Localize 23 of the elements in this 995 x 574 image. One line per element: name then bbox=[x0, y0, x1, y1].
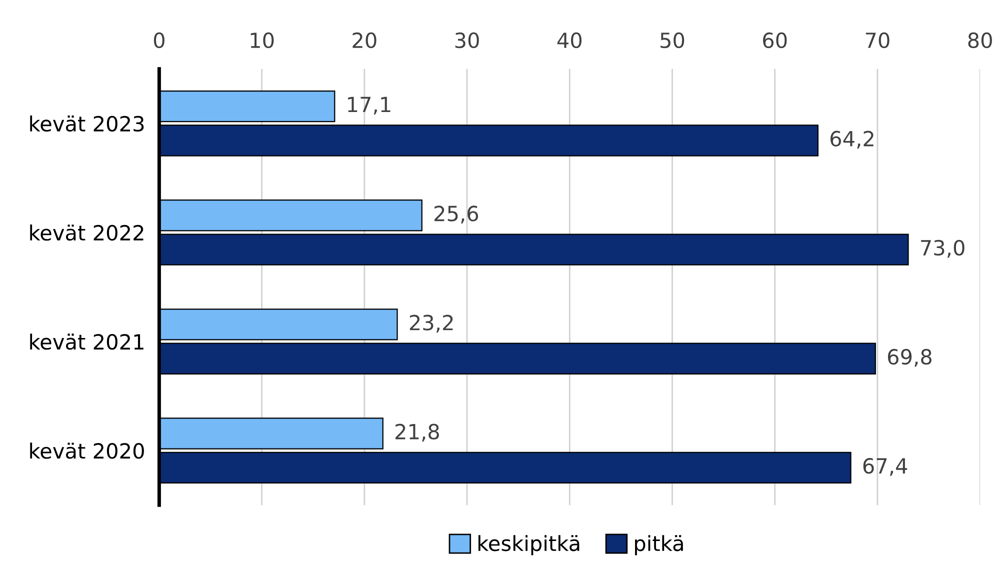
y-tick-label: kevät 2020 bbox=[30, 442, 144, 459]
data-label: 25,6 bbox=[434, 206, 478, 224]
x-tick-label: 50 bbox=[660, 32, 684, 48]
x-tick-label: 80 bbox=[968, 32, 992, 48]
data-label: 23,2 bbox=[410, 314, 453, 333]
data-label: 67,4 bbox=[863, 458, 908, 476]
y-tick-label: kevät 2021 bbox=[30, 334, 144, 350]
legend-label: pitkä bbox=[635, 535, 683, 556]
x-tick-label: 10 bbox=[250, 32, 274, 48]
x-tick-label: 0 bbox=[154, 32, 164, 48]
legend-label: keskipitkä bbox=[478, 535, 580, 556]
data-label: 73,0 bbox=[921, 240, 964, 258]
x-tick-label: 30 bbox=[455, 32, 479, 48]
x-tick-label: 20 bbox=[352, 32, 376, 48]
data-label: 21,8 bbox=[396, 424, 439, 442]
x-tick-label: 70 bbox=[866, 32, 890, 48]
x-tick-label: 60 bbox=[763, 32, 787, 48]
x-tick-label: 40 bbox=[557, 32, 582, 48]
data-label: 64,2 bbox=[830, 130, 874, 149]
y-tick-label: kevät 2023 bbox=[30, 115, 144, 132]
data-label: 69,8 bbox=[888, 348, 932, 367]
data-label: 17,1 bbox=[348, 96, 390, 114]
y-tick-label: kevät 2022 bbox=[30, 224, 144, 241]
